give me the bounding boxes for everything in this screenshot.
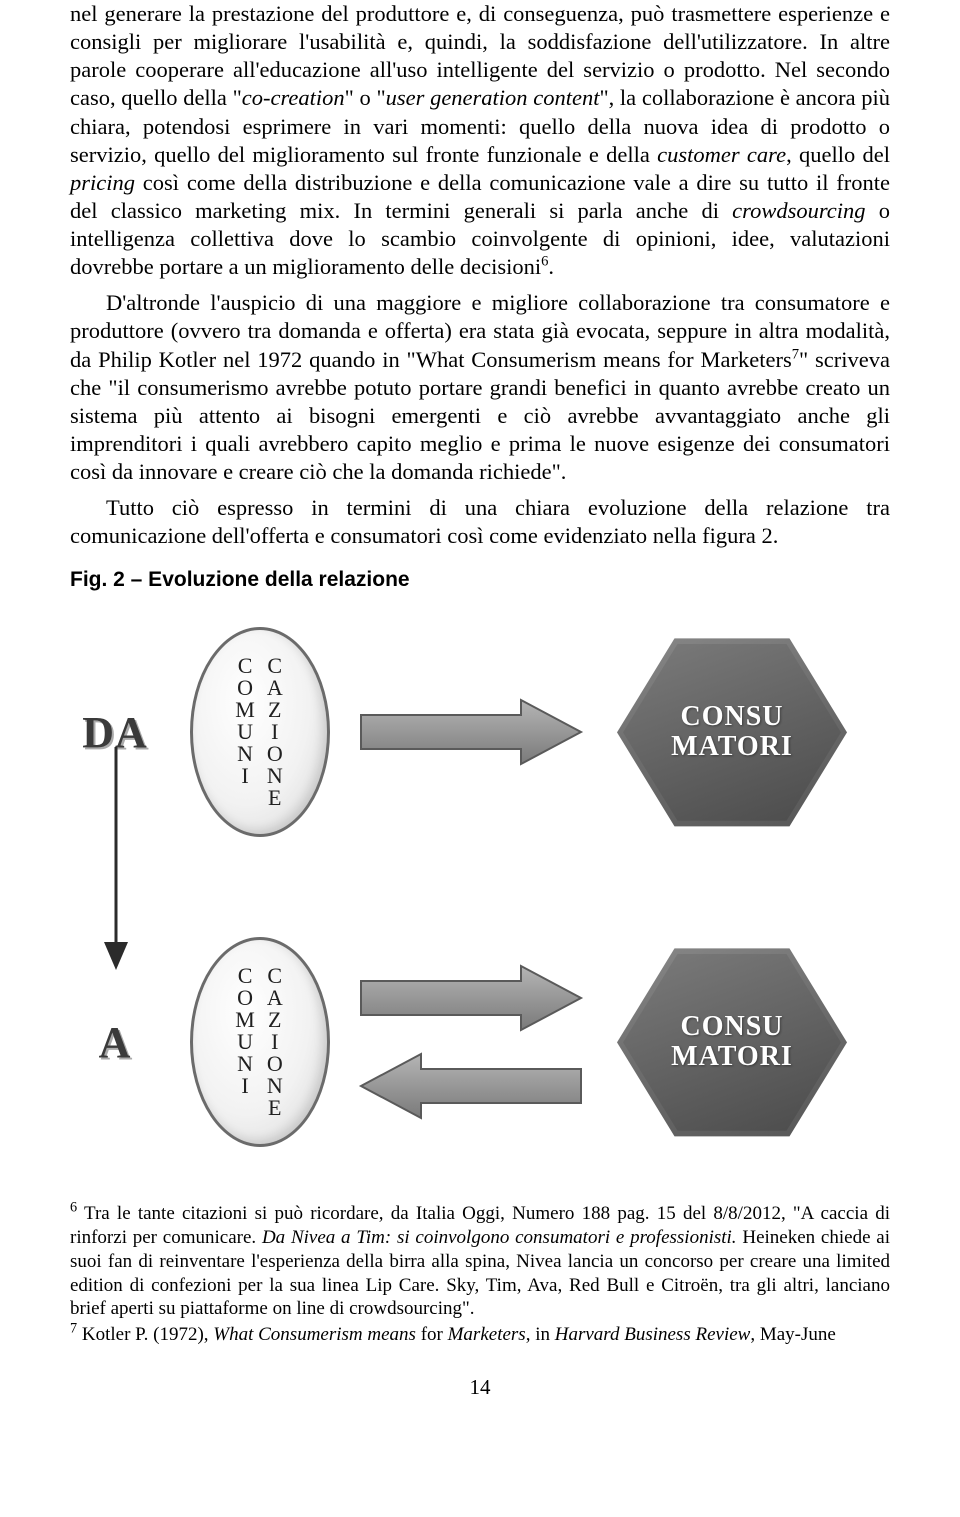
arrow-right-icon (356, 697, 586, 767)
arrow-left-icon (356, 1051, 586, 1121)
figure-title: Fig. 2 – Evoluzione della relazione (70, 568, 890, 592)
arrow-stack-bottom (356, 963, 586, 1121)
oval-col-1: C O M U N I (235, 655, 257, 809)
arrow-stack-top (356, 697, 586, 767)
oval-comunicazione-bottom: C O M U N I C A Z I O N E (190, 937, 330, 1147)
oval-comunicazione-top: C O M U N I C A Z I O N E (190, 627, 330, 837)
hex-line2b: MATORI (671, 1041, 793, 1072)
hexagon-consumatori-top: CONSU MATORI (612, 627, 852, 837)
hexagon-consumatori-bottom: CONSU MATORI (612, 937, 852, 1147)
paragraph-3: Tutto ciò espresso in termini di una chi… (70, 494, 890, 550)
hex-line1: CONSU (680, 701, 783, 732)
page-number: 14 (70, 1375, 890, 1400)
footnote-7: 7 Kotler P. (1972), What Consumerism mea… (70, 1323, 890, 1347)
a-label: A (70, 1017, 160, 1068)
oval-col-1b: C O M U N I (235, 965, 257, 1119)
paragraph-1: nel generare la prestazione del produtto… (70, 0, 890, 281)
oval-col-2: C A Z I O N E (267, 655, 285, 809)
paragraph-2: D'altronde l'auspicio di una maggiore e … (70, 289, 890, 486)
arrow-right-icon (356, 963, 586, 1033)
diagram-row-da: DA C O M U N I C A Z I O N E C (70, 622, 890, 842)
footnote-6: 6 Tra le tante citazioni si può ricordar… (70, 1202, 890, 1321)
figure-diagram: DA C O M U N I C A Z I O N E C (70, 612, 890, 1172)
hex-line1b: CONSU (680, 1011, 783, 1042)
diagram-row-a: A C O M U N I C A Z I O N E CONSU MATORI (70, 932, 890, 1152)
hex-line2: MATORI (671, 731, 793, 762)
footnotes: 6 Tra le tante citazioni si può ricordar… (70, 1202, 890, 1347)
oval-col-2b: C A Z I O N E (267, 965, 285, 1119)
